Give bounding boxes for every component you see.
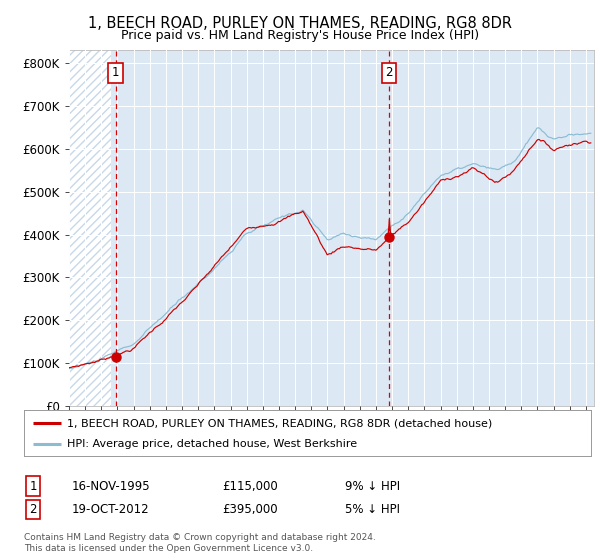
Bar <box>69 50 111 406</box>
Text: 1, BEECH ROAD, PURLEY ON THAMES, READING, RG8 8DR: 1, BEECH ROAD, PURLEY ON THAMES, READING… <box>88 16 512 31</box>
Text: 1: 1 <box>112 67 119 80</box>
Text: £395,000: £395,000 <box>222 503 278 516</box>
Text: 2: 2 <box>385 67 392 80</box>
Text: HPI: Average price, detached house, West Berkshire: HPI: Average price, detached house, West… <box>67 440 356 450</box>
Text: 9% ↓ HPI: 9% ↓ HPI <box>345 479 400 493</box>
Text: £115,000: £115,000 <box>222 479 278 493</box>
Text: 1, BEECH ROAD, PURLEY ON THAMES, READING, RG8 8DR (detached house): 1, BEECH ROAD, PURLEY ON THAMES, READING… <box>67 418 492 428</box>
Bar <box>69 50 111 406</box>
Text: Contains HM Land Registry data © Crown copyright and database right 2024.
This d: Contains HM Land Registry data © Crown c… <box>24 533 376 553</box>
Text: 16-NOV-1995: 16-NOV-1995 <box>72 479 151 493</box>
Text: 2: 2 <box>29 503 37 516</box>
Text: Price paid vs. HM Land Registry's House Price Index (HPI): Price paid vs. HM Land Registry's House … <box>121 29 479 41</box>
Text: 19-OCT-2012: 19-OCT-2012 <box>72 503 149 516</box>
Text: 5% ↓ HPI: 5% ↓ HPI <box>345 503 400 516</box>
Text: 1: 1 <box>29 479 37 493</box>
